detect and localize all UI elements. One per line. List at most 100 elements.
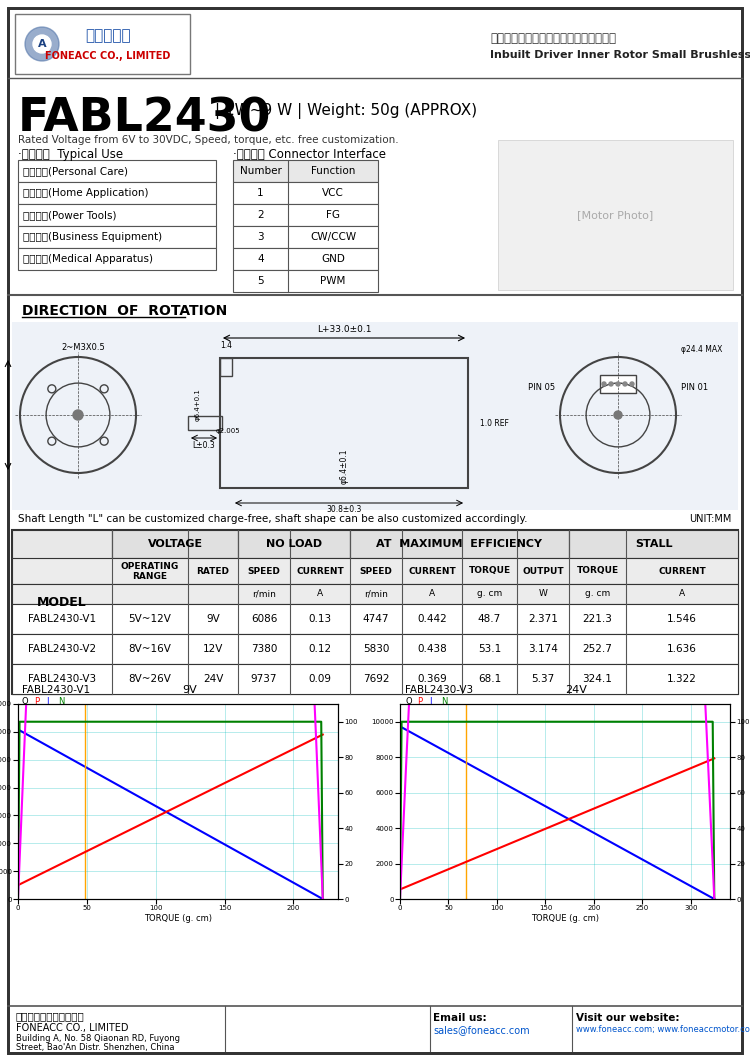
Text: SPEED: SPEED — [359, 567, 392, 575]
Text: FONEACC CO., LIMITED: FONEACC CO., LIMITED — [45, 51, 171, 60]
Text: 221.3: 221.3 — [583, 614, 613, 624]
Bar — [220, 358, 468, 488]
Text: OPERATING: OPERATING — [121, 562, 179, 571]
Text: UNIT:MM: UNIT:MM — [690, 514, 732, 524]
Text: FABL2430-V1: FABL2430-V1 — [22, 685, 90, 695]
Text: 1.0 REF: 1.0 REF — [480, 418, 508, 428]
Text: 0.438: 0.438 — [417, 644, 447, 654]
Text: 12V: 12V — [202, 644, 223, 654]
Text: 30.8±0.3: 30.8±0.3 — [326, 505, 362, 515]
Text: A: A — [38, 39, 46, 49]
X-axis label: TORQUE (g. cm): TORQUE (g. cm) — [531, 914, 599, 923]
Bar — [569, 530, 738, 558]
Text: FONEACC CO., LIMITED: FONEACC CO., LIMITED — [16, 1023, 128, 1033]
Text: 17.0±0.05: 17.0±0.05 — [0, 395, 2, 435]
Text: ·典型应用  Typical Use: ·典型应用 Typical Use — [18, 147, 123, 161]
Bar — [12, 664, 738, 694]
Text: Email us:: Email us: — [433, 1013, 487, 1023]
Text: RANGE: RANGE — [133, 572, 167, 581]
Bar — [12, 530, 738, 694]
Text: OUTPUT: OUTPUT — [522, 567, 564, 575]
Text: A: A — [679, 590, 685, 598]
Text: Rated Voltage from 6V to 30VDC, Speed, torque, etc. free customization.: Rated Voltage from 6V to 30VDC, Speed, t… — [18, 135, 399, 145]
Text: φ6.4+0.1: φ6.4+0.1 — [195, 388, 201, 421]
Text: L±0.3: L±0.3 — [193, 440, 215, 450]
Text: FABL2430: FABL2430 — [18, 95, 272, 141]
Bar — [188, 416, 222, 430]
Text: Inbuilt Driver Inner Rotor Small Brushless DC Electric Motor: Inbuilt Driver Inner Rotor Small Brushle… — [490, 50, 750, 60]
Text: 5.37: 5.37 — [531, 674, 554, 684]
Text: FABL2430-V2: FABL2430-V2 — [28, 644, 96, 654]
Text: r/min: r/min — [252, 590, 276, 598]
Text: 5V~12V: 5V~12V — [128, 614, 172, 624]
Circle shape — [630, 382, 634, 386]
Text: SPEED: SPEED — [248, 567, 280, 575]
Bar — [12, 321, 738, 510]
Text: MODEL: MODEL — [37, 595, 87, 609]
Text: 个人护理(Personal Care): 个人护理(Personal Care) — [23, 166, 128, 176]
Text: 24V: 24V — [202, 674, 223, 684]
Text: 1.4: 1.4 — [220, 342, 232, 350]
Text: A: A — [317, 590, 323, 598]
Bar — [18, 248, 216, 269]
Text: 68.1: 68.1 — [478, 674, 501, 684]
Circle shape — [609, 382, 613, 386]
Text: Shaft Length "L" can be customized charge-free, shaft shape can be also customiz: Shaft Length "L" can be customized charg… — [18, 514, 527, 524]
Text: 医疗器械(Medical Apparatus): 医疗器械(Medical Apparatus) — [23, 254, 153, 264]
Text: Building A, No. 58 Qiaonan RD, Fuyong: Building A, No. 58 Qiaonan RD, Fuyong — [16, 1034, 180, 1043]
Circle shape — [73, 410, 83, 420]
Text: PIN 05: PIN 05 — [528, 383, 555, 392]
Bar — [238, 530, 350, 558]
Bar — [18, 204, 216, 226]
Text: 福尼尔电机: 福尼尔电机 — [86, 29, 130, 44]
Text: W: W — [538, 590, 548, 598]
Bar — [12, 584, 738, 604]
Text: P: P — [417, 696, 422, 706]
Text: 9V: 9V — [182, 685, 196, 695]
Text: FABL2430-V3: FABL2430-V3 — [28, 674, 96, 684]
Text: GND: GND — [321, 254, 345, 264]
Text: 商业设备(Business Equipment): 商业设备(Business Equipment) — [23, 232, 162, 242]
Text: 9737: 9737 — [251, 674, 278, 684]
Bar — [600, 375, 636, 393]
Bar — [220, 358, 232, 376]
Text: g. cm: g. cm — [585, 590, 610, 598]
Text: sales@foneacc.com: sales@foneacc.com — [433, 1025, 530, 1034]
Text: I: I — [46, 696, 49, 706]
Text: 5830: 5830 — [363, 644, 389, 654]
Text: 1.546: 1.546 — [667, 614, 697, 624]
Text: 0.13: 0.13 — [308, 614, 332, 624]
Bar — [12, 530, 738, 558]
Bar — [233, 204, 378, 226]
Text: 1.636: 1.636 — [667, 644, 697, 654]
Text: A: A — [429, 590, 435, 598]
Bar — [233, 226, 378, 248]
Text: NO LOAD: NO LOAD — [266, 539, 322, 549]
Text: 0.09: 0.09 — [308, 674, 332, 684]
Bar — [350, 530, 569, 558]
Text: 7380: 7380 — [251, 644, 278, 654]
Bar — [18, 160, 216, 182]
Text: 1: 1 — [257, 188, 264, 198]
Bar — [112, 530, 238, 558]
Text: 电动工具(Power Tools): 电动工具(Power Tools) — [23, 210, 116, 220]
Text: 48.7: 48.7 — [478, 614, 501, 624]
Text: 0.369: 0.369 — [417, 674, 447, 684]
Text: 2: 2 — [257, 210, 264, 220]
Text: 6086: 6086 — [251, 614, 278, 624]
Text: 7692: 7692 — [363, 674, 389, 684]
Text: O: O — [405, 696, 412, 706]
Text: N: N — [441, 696, 447, 706]
Text: 0.12: 0.12 — [308, 644, 332, 654]
Text: N: N — [58, 696, 64, 706]
Text: O: O — [22, 696, 28, 706]
Text: 4747: 4747 — [363, 614, 389, 624]
Text: 4: 4 — [257, 254, 264, 264]
Text: VOLTAGE: VOLTAGE — [148, 539, 202, 549]
Text: 家用电器(Home Application): 家用电器(Home Application) — [23, 188, 148, 198]
Text: 324.1: 324.1 — [583, 674, 613, 684]
Text: FG: FG — [326, 210, 340, 220]
Bar — [12, 634, 738, 664]
Circle shape — [616, 382, 620, 386]
Text: 24V: 24V — [565, 685, 586, 695]
